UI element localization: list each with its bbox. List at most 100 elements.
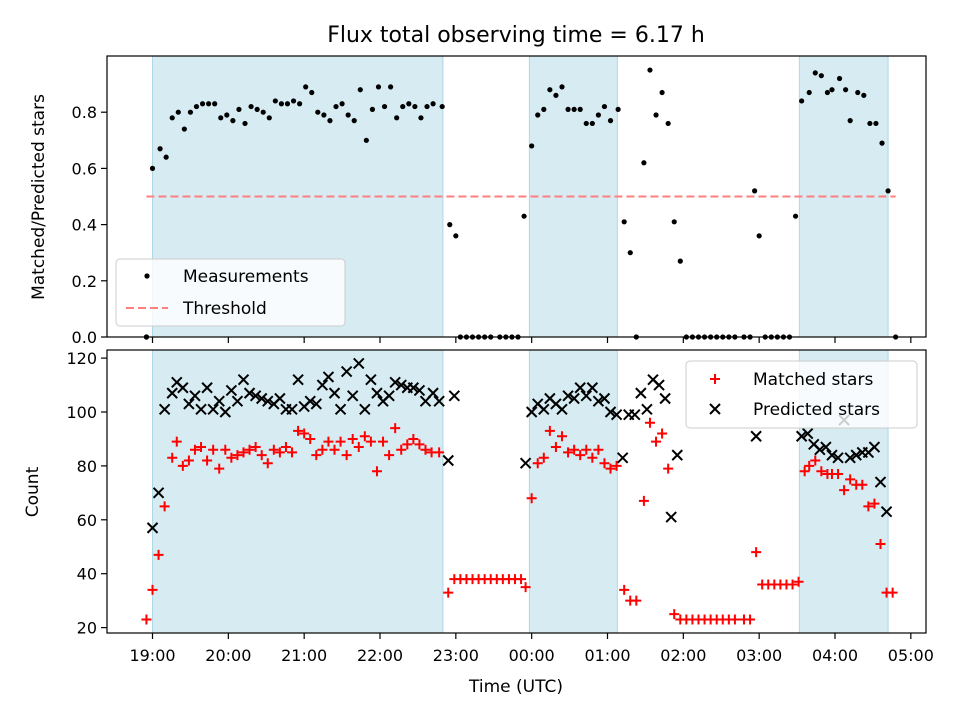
top-legend-box — [115, 258, 346, 327]
predicted-star-point — [826, 449, 838, 461]
matched-star-point — [575, 450, 586, 461]
measurement-point — [351, 118, 357, 124]
predicted-star-point — [562, 390, 574, 402]
matched-star-point — [177, 460, 188, 471]
predicted-star-point — [629, 408, 641, 421]
predicted-star-point — [580, 390, 592, 402]
measurement-point — [254, 106, 260, 112]
matched-star-point — [631, 595, 642, 606]
measurement-point — [792, 213, 799, 219]
observing-window-1 — [528, 349, 618, 634]
matched-star-point — [793, 576, 804, 587]
bottom-legend-box — [685, 360, 918, 429]
measurement-point — [297, 101, 303, 107]
top-ytick-label: 0.4 — [72, 216, 97, 235]
measurement-point — [430, 101, 436, 107]
measurement-point — [157, 146, 163, 152]
predicted-star-point — [525, 406, 538, 418]
predicted-star-point — [616, 452, 629, 464]
matched-star-point — [159, 501, 170, 512]
top-x-axis-ticks — [151, 337, 912, 343]
legend-predicted-label: Predicted stars — [753, 400, 880, 420]
matched-star-point — [268, 444, 279, 455]
measurement-point — [879, 140, 885, 146]
measurement-point — [321, 112, 327, 118]
measurement-point — [665, 120, 671, 127]
matched-star-point — [226, 452, 237, 463]
measurement-point — [553, 92, 559, 98]
measurement-point — [653, 112, 659, 118]
measurement-point — [641, 160, 647, 166]
measurement-point — [601, 103, 608, 110]
top-panel: 0.00.20.40.60.8 Matched/Predicted stars … — [29, 55, 927, 347]
top-ytick-label: 0.6 — [72, 159, 97, 178]
matched-star-point — [402, 439, 413, 450]
measurement-point — [583, 120, 589, 127]
measurement-point — [752, 188, 758, 194]
predicted-star-point — [166, 387, 178, 399]
bottom-y-axis-ticks: 20 40 60 80 100 120 — [66, 349, 107, 638]
measurement-point — [412, 103, 418, 110]
predicted-star-point — [237, 373, 250, 386]
matched-star-point — [280, 442, 291, 453]
measurement-point — [818, 73, 824, 79]
predicted-star-point — [874, 476, 887, 488]
matched-star-point — [359, 431, 370, 442]
measurement-point — [169, 115, 175, 121]
bottom-y-axis-label: Count — [23, 466, 43, 517]
bottom-ytick-label: 20 — [77, 619, 97, 638]
legend-matched-marker — [710, 374, 720, 384]
predicted-star-point — [604, 406, 617, 418]
matched-star-point — [371, 466, 382, 477]
matched-star-point — [171, 436, 182, 447]
matched-star-point — [804, 460, 815, 471]
bottom-count-points — [141, 357, 898, 625]
predicted-star-point — [519, 457, 532, 469]
measurement-point — [547, 87, 553, 93]
matched-star-point — [256, 450, 267, 461]
predicted-star-point — [592, 395, 605, 407]
measurement-point — [885, 188, 891, 194]
predicted-star-point — [389, 376, 401, 389]
bottom-legend: Matched stars Predicted stars — [685, 360, 918, 429]
matched-star-point — [274, 447, 285, 458]
matched-star-point — [869, 498, 880, 509]
measurement-point — [248, 103, 254, 110]
bottom-xtick-label: 04:00 — [812, 646, 858, 665]
predicted-star-point — [207, 403, 219, 416]
measurement-point — [236, 106, 242, 112]
measurement-point — [284, 101, 291, 107]
measurement-point — [418, 115, 424, 121]
predicted-star-point — [340, 365, 353, 378]
matched-star-point — [569, 444, 580, 455]
matched-star-point — [414, 439, 425, 450]
matched-star-point — [611, 460, 622, 471]
matched-star-point — [232, 450, 243, 461]
bottom-xtick-label: 19:00 — [129, 646, 175, 665]
bottom-ytick-label: 80 — [77, 457, 97, 476]
measurement-point — [181, 126, 187, 132]
measurement-point — [861, 92, 867, 98]
matched-star-point — [347, 433, 358, 444]
matched-star-point — [196, 442, 207, 453]
matched-star-point — [378, 436, 389, 447]
matched-star-point — [141, 614, 152, 625]
legend-measurements-label: Measurements — [183, 267, 309, 287]
predicted-star-point — [850, 449, 862, 461]
matched-star-point — [887, 587, 898, 598]
predicted-star-point — [610, 408, 623, 421]
matched-star-point — [857, 479, 868, 490]
matched-star-point — [516, 574, 527, 585]
matched-star-point — [329, 444, 340, 455]
measurement-point — [659, 89, 665, 96]
matched-star-point — [153, 549, 164, 560]
matched-star-point — [167, 452, 178, 463]
top-measurement-points — [143, 67, 899, 340]
predicted-star-point — [152, 487, 165, 499]
measurement-point — [163, 154, 169, 160]
predicted-star-point — [653, 379, 665, 391]
matched-star-point — [341, 450, 352, 461]
measurement-point — [615, 106, 621, 112]
predicted-star-point — [844, 452, 856, 464]
matched-star-point — [434, 447, 445, 458]
